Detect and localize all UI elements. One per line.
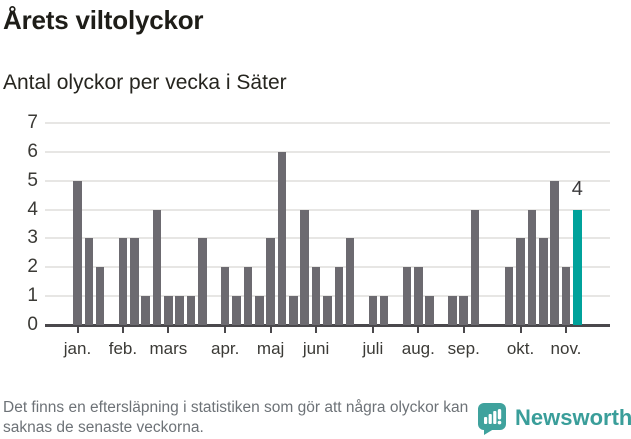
bar <box>186 296 196 325</box>
x-axis-tick <box>371 326 374 333</box>
newsworthy-logo-icon <box>478 403 506 435</box>
bar <box>459 296 468 325</box>
x-axis-month-label: aug. <box>401 339 435 358</box>
bar <box>289 296 298 325</box>
x-axis-tick <box>224 326 227 333</box>
x-axis-tick <box>315 326 318 333</box>
bar <box>448 296 457 325</box>
bar <box>414 267 423 325</box>
y-axis-label: 6 <box>27 140 38 162</box>
y-axis-label: 3 <box>27 227 38 249</box>
bar <box>118 238 128 325</box>
gridline <box>45 150 610 153</box>
bar <box>95 267 105 325</box>
x-axis-tick <box>76 326 79 333</box>
bar <box>425 296 434 325</box>
bar <box>379 296 389 325</box>
bar <box>277 151 287 325</box>
gridline <box>45 237 610 240</box>
x-axis-tick <box>564 326 567 333</box>
x-axis-month-label: jan. <box>63 339 92 358</box>
bar <box>323 296 332 325</box>
bar <box>84 238 94 325</box>
x-axis-month-label: apr. <box>210 339 240 358</box>
y-axis-label: 4 <box>27 198 38 220</box>
chart-subtitle: Antal olyckor per vecka i Säter <box>3 71 287 94</box>
bar <box>334 267 344 325</box>
x-axis-month-label: maj <box>256 339 285 358</box>
gridline <box>45 266 610 269</box>
bar <box>220 267 230 325</box>
x-axis-line <box>45 323 610 327</box>
brand-wordmark: Newsworthy <box>515 405 631 430</box>
bar <box>311 267 321 325</box>
bar <box>243 267 253 325</box>
x-axis-month-label: okt. <box>506 339 535 358</box>
bar <box>152 209 162 325</box>
x-axis-tick <box>269 326 272 333</box>
bar <box>539 238 548 325</box>
x-axis-tick <box>167 326 170 333</box>
y-axis-label: 5 <box>27 169 38 191</box>
bar <box>561 267 571 325</box>
gridline <box>45 208 610 211</box>
x-axis-tick <box>121 326 124 333</box>
bar <box>232 296 241 325</box>
y-axis-label: 1 <box>27 285 38 307</box>
highlight-value-label: 4 <box>571 178 583 200</box>
bar <box>402 267 412 325</box>
x-axis-tick <box>462 326 465 333</box>
x-axis-month-label: juni <box>302 339 330 358</box>
gridline <box>45 122 610 124</box>
y-axis-label: 7 <box>27 112 38 133</box>
x-axis-tick <box>417 326 420 333</box>
bar <box>300 209 309 325</box>
bar <box>164 296 173 325</box>
brand-link[interactable]: Newsworthy <box>477 402 631 435</box>
bar <box>130 238 139 325</box>
bar <box>470 209 480 325</box>
bar <box>516 238 525 325</box>
bar <box>345 238 355 325</box>
bar-highlight <box>573 209 582 325</box>
page-title: Årets viltolyckor <box>3 5 204 35</box>
bar <box>73 180 82 325</box>
x-axis-month-label: sep. <box>447 339 480 358</box>
x-axis-tick <box>519 326 522 333</box>
footnote: Det finns en eftersläpning i statistiken… <box>3 399 469 436</box>
bar <box>368 296 378 325</box>
bar <box>527 209 537 325</box>
x-axis-month-label: mars <box>149 339 188 358</box>
x-axis-month-label: juli <box>362 339 384 358</box>
bar <box>141 296 150 325</box>
bar <box>255 296 264 325</box>
bar <box>266 238 275 325</box>
x-axis-month-label: nov. <box>550 339 582 358</box>
bar <box>198 238 207 325</box>
gridline <box>45 179 610 182</box>
y-axis-label: 2 <box>27 256 38 278</box>
x-axis-month-label: feb. <box>108 339 138 358</box>
bar <box>504 267 514 325</box>
bar <box>550 180 559 325</box>
bar <box>175 296 184 325</box>
y-axis-label: 0 <box>27 314 38 335</box>
